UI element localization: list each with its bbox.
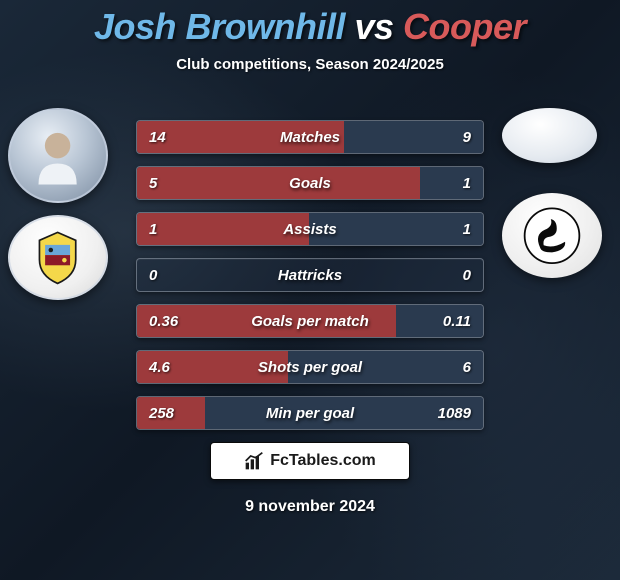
title-player1: Josh Brownhill	[94, 6, 345, 47]
source-badge[interactable]: FcTables.com	[210, 442, 410, 480]
left-avatar-column	[8, 108, 108, 300]
comparison-card: Josh Brownhill vs Cooper Club competitio…	[0, 0, 620, 580]
player2-club-badge	[502, 193, 602, 278]
swan-crest-icon	[517, 206, 587, 266]
subtitle: Club competitions, Season 2024/2025	[0, 56, 620, 73]
stat-label: Assists	[137, 221, 483, 238]
stat-row: 00Hattricks	[136, 258, 484, 292]
chart-icon	[244, 451, 264, 471]
source-label: FcTables.com	[270, 452, 376, 470]
stat-row: 51Goals	[136, 166, 484, 200]
stat-row: 4.66Shots per goal	[136, 350, 484, 384]
footer-date: 9 november 2024	[0, 498, 620, 516]
page-title: Josh Brownhill vs Cooper	[0, 0, 620, 48]
stat-label: Goals per match	[137, 313, 483, 330]
right-avatar-column	[502, 108, 602, 278]
stat-row: 149Matches	[136, 120, 484, 154]
player1-avatar	[8, 108, 108, 203]
stat-row: 0.360.11Goals per match	[136, 304, 484, 338]
stat-label: Hattricks	[137, 267, 483, 284]
player2-avatar	[502, 108, 597, 163]
stat-label: Matches	[137, 129, 483, 146]
player-silhouette-icon	[24, 124, 91, 188]
stat-label: Goals	[137, 175, 483, 192]
stats-table: 149Matches 51Goals 11Assists 00Hattricks 0.3…	[136, 120, 484, 442]
title-vs: vs	[354, 6, 393, 47]
player1-club-badge	[8, 215, 108, 300]
stat-row: 11Assists	[136, 212, 484, 246]
title-player2: Cooper	[403, 6, 526, 47]
stat-label: Shots per goal	[137, 359, 483, 376]
stat-row: 2581089Min per goal	[136, 396, 484, 430]
club-crest-icon	[24, 229, 91, 286]
stat-label: Min per goal	[137, 405, 483, 422]
